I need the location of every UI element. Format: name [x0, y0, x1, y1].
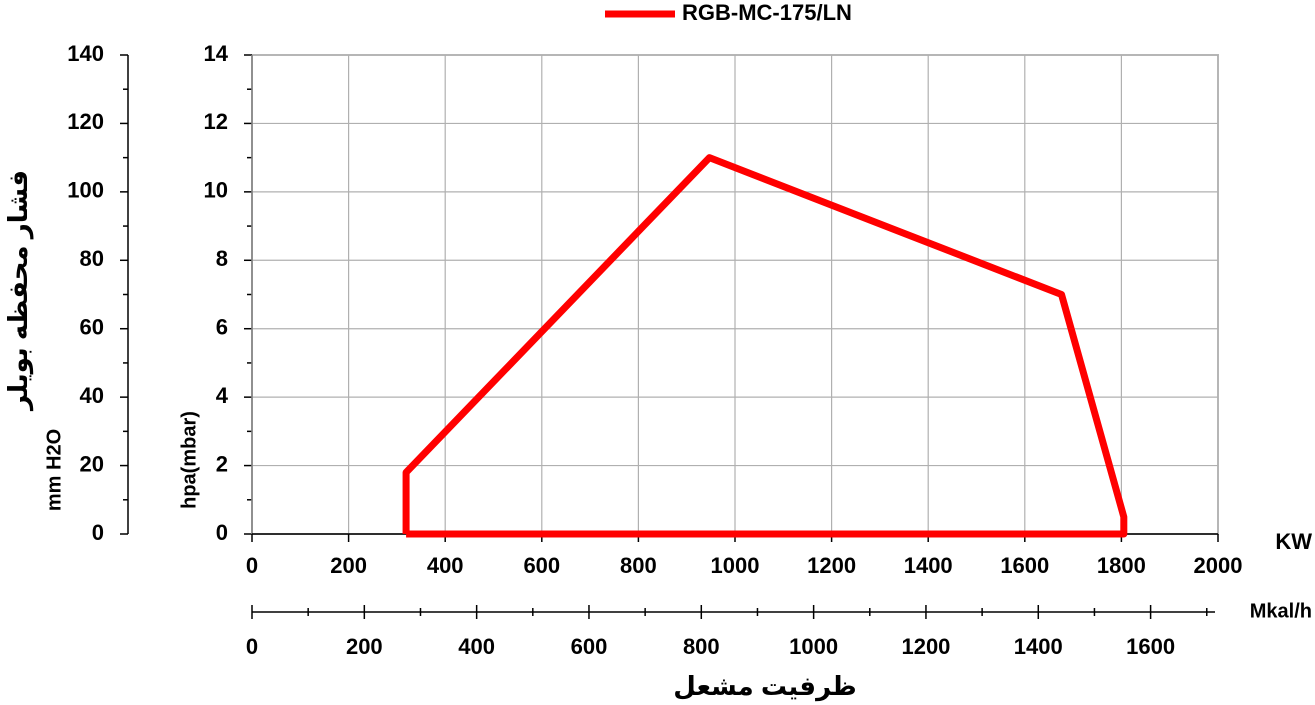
y-tick-label: 6 — [216, 315, 228, 340]
x-tick-label: 0 — [246, 553, 258, 578]
x-tick-label: 1800 — [1097, 553, 1146, 578]
x2-tick-label: 600 — [571, 634, 608, 659]
x2-tick-label: 1600 — [1126, 634, 1175, 659]
y2-tick-label: 20 — [80, 451, 104, 476]
y-tick-label: 2 — [216, 451, 228, 476]
x-tick-label: 1200 — [807, 553, 856, 578]
legend-label: RGB-MC-175/LN — [682, 0, 852, 25]
y2-tick-label: 140 — [67, 41, 104, 66]
y-tick-label: 10 — [204, 178, 228, 203]
x-axis-label: KW — [1275, 529, 1312, 554]
x2-tick-label: 400 — [458, 634, 495, 659]
y2-tick-label: 80 — [80, 246, 104, 271]
x-tick-label: 400 — [427, 553, 464, 578]
x2-axis-label: Mkal/h — [1250, 600, 1312, 622]
y-tick-label: 12 — [204, 109, 228, 134]
x-title: ظرفیت مشعل — [673, 671, 857, 702]
x-tick-label: 1000 — [711, 553, 760, 578]
y-tick-label: 14 — [204, 41, 229, 66]
x-tick-label: 1600 — [1000, 553, 1049, 578]
x2-tick-label: 200 — [346, 634, 383, 659]
series-line — [402, 154, 1128, 538]
y-tick-label: 0 — [216, 520, 228, 545]
x-tick-label: 1400 — [904, 553, 953, 578]
y2-tick-label: 120 — [67, 109, 104, 134]
y2-tick-label: 100 — [67, 178, 104, 203]
x2-tick-label: 1400 — [1014, 634, 1063, 659]
x2-tick-label: 800 — [683, 634, 720, 659]
y2-title: فشار محفظه بویلر — [3, 170, 34, 412]
x-tick-label: 800 — [620, 553, 657, 578]
x2-tick-label: 0 — [246, 634, 258, 659]
y2-tick-label: 40 — [80, 383, 104, 408]
x-tick-label: 2000 — [1194, 553, 1243, 578]
y-tick-label: 8 — [216, 246, 228, 271]
x-tick-label: 200 — [330, 553, 367, 578]
y2-axis-label: mm H2O — [43, 429, 65, 511]
x2-tick-label: 1200 — [901, 634, 950, 659]
x2-tick-label: 1000 — [789, 634, 838, 659]
y2-tick-label: 60 — [80, 315, 104, 340]
y-tick-label: 4 — [216, 383, 229, 408]
y2-tick-label: 0 — [92, 520, 104, 545]
x-tick-label: 600 — [523, 553, 560, 578]
y-axis-label: hpa(mbar) — [178, 411, 200, 509]
